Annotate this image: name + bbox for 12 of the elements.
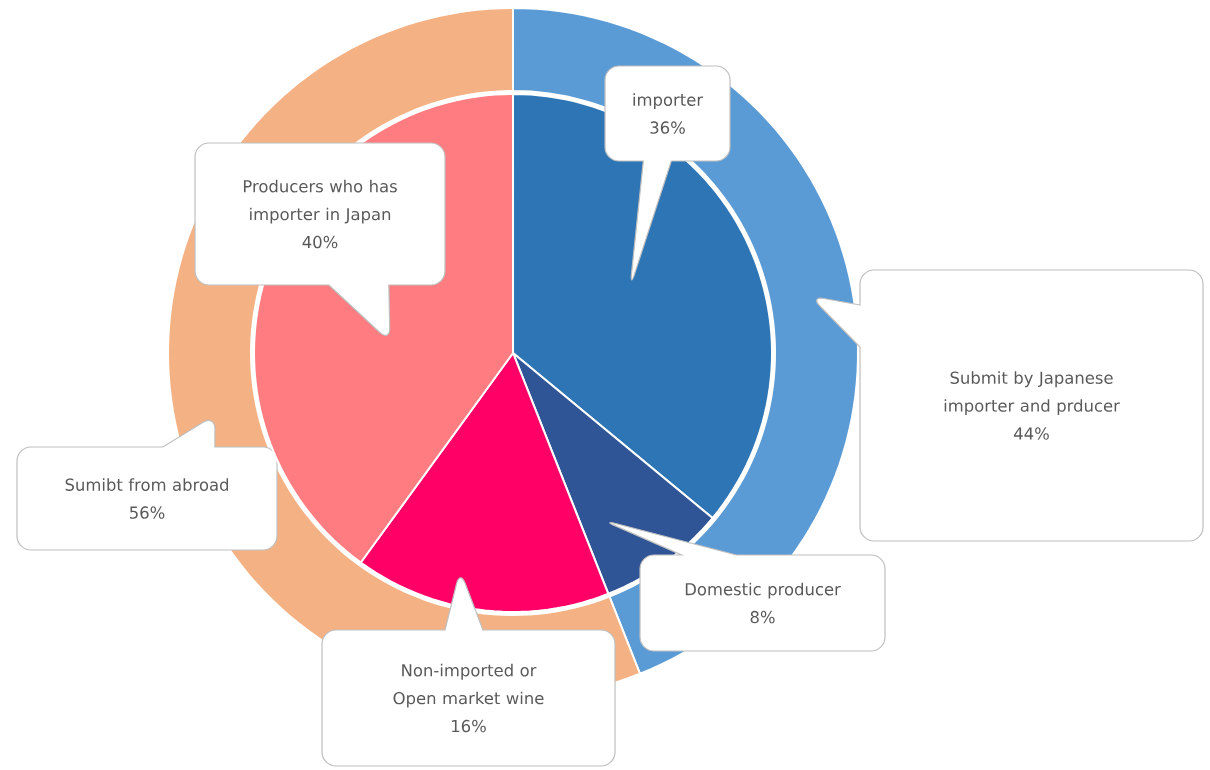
slice-label: Submit by Japanese importer and prducer <box>944 371 1120 416</box>
slice-label: Non-imported or Open market wine <box>393 663 544 708</box>
data-label: 56% <box>130 506 165 519</box>
slice-label: importer <box>633 93 704 110</box>
data-label: 36% <box>650 121 685 134</box>
slice-label: Producers who has importer in Japan <box>243 179 397 224</box>
data-label: 40% <box>302 235 338 249</box>
data-label: 8% <box>750 610 775 624</box>
slice-label: Sumibt from abroad <box>65 478 229 491</box>
data-label: 44% <box>1014 427 1049 440</box>
slice-label: Domestic producer <box>685 582 841 599</box>
data-label: 16% <box>452 719 486 733</box>
